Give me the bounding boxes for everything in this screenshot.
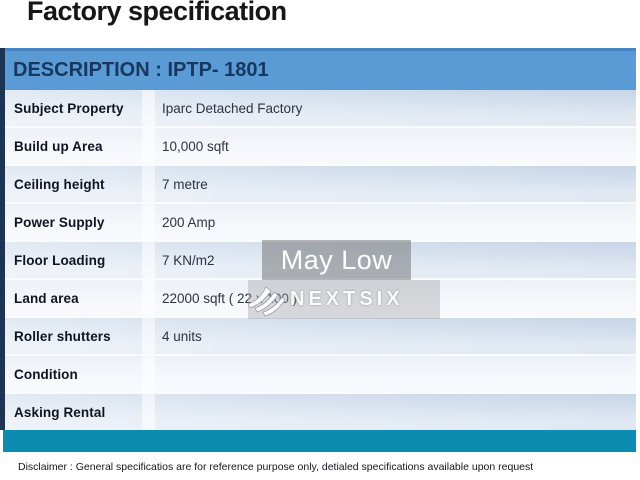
table-header-text: DESCRIPTION : IPTP- 1801	[13, 59, 269, 81]
table-row: Asking Rental	[5, 392, 636, 430]
row-label: Land area	[14, 290, 79, 306]
row-value: Iparc Detached Factory	[162, 100, 303, 116]
row-label: Build up Area	[14, 138, 103, 154]
row-value: 4 units	[162, 328, 202, 344]
table-row: Build up Area 10,000 sqft	[5, 126, 636, 164]
watermark-name-box: May Low	[262, 240, 411, 280]
row-label: Roller shutters	[14, 328, 111, 344]
column-gutter	[142, 318, 155, 354]
column-gutter	[142, 280, 155, 316]
column-gutter	[142, 90, 155, 126]
table-row: Condition	[5, 354, 636, 392]
row-value	[155, 394, 636, 430]
watermark-brand-box: NEXTSIX	[247, 280, 440, 319]
row-label: Asking Rental	[14, 404, 106, 420]
column-gutter	[142, 356, 155, 392]
row-value: 10,000 sqft	[162, 138, 229, 154]
table-row: Subject Property Iparc Detached Factory	[5, 90, 636, 126]
column-gutter	[142, 128, 155, 164]
column-gutter	[142, 204, 155, 240]
table-row: Power Supply 200 Amp	[5, 202, 636, 240]
table-row: Ceiling height 7 metre	[5, 164, 636, 202]
row-label: Condition	[14, 366, 78, 382]
row-label: Power Supply	[14, 214, 105, 230]
row-value	[155, 356, 636, 392]
page-title: Factory specification	[27, 0, 287, 26]
disclaimer-text: Disclaimer : General specificatios are f…	[18, 461, 534, 473]
table-header-bar: DESCRIPTION : IPTP- 1801	[5, 48, 636, 90]
column-gutter	[142, 242, 155, 278]
row-label: Ceiling height	[14, 176, 105, 192]
nextsix-swoosh-icon	[247, 285, 286, 316]
column-gutter	[142, 166, 155, 202]
footer-accent-bar	[3, 430, 636, 452]
column-gutter	[142, 394, 155, 430]
spec-table-body: Subject Property Iparc Detached Factory …	[5, 90, 636, 430]
row-value: 200 Amp	[162, 214, 216, 230]
row-label: Floor Loading	[14, 252, 106, 268]
row-label: Subject Property	[14, 100, 124, 116]
watermark-name: May Low	[280, 244, 393, 275]
row-value: 7 metre	[162, 176, 208, 192]
spec-table: DESCRIPTION : IPTP- 1801 Subject Propert…	[0, 48, 636, 430]
table-row: Roller shutters 4 units	[5, 316, 636, 354]
row-value: 7 KN/m2	[162, 252, 215, 268]
watermark-brand: NEXTSIX	[290, 288, 404, 310]
